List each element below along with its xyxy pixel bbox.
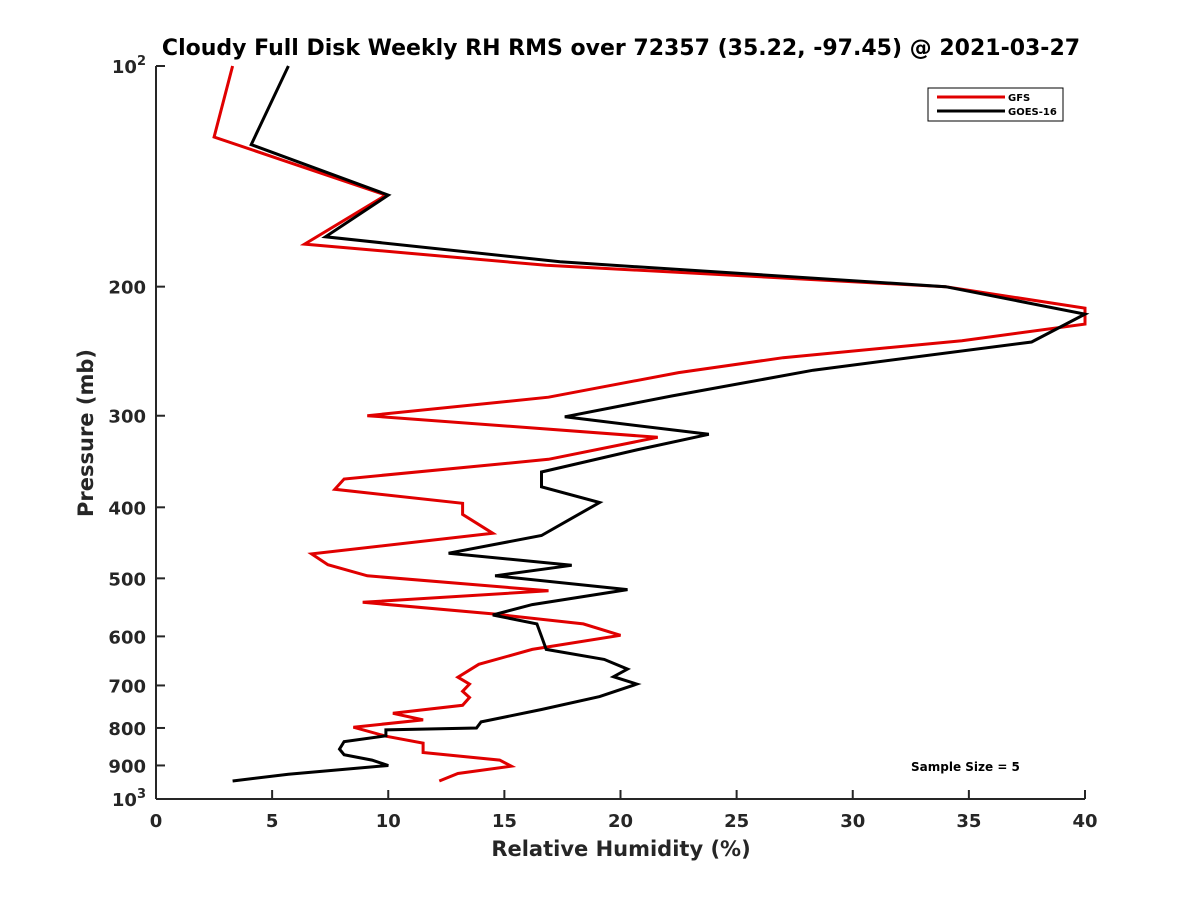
sample-size-note: Sample Size = 5	[911, 760, 1020, 774]
x-axis-label: Relative Humidity (%)	[491, 837, 750, 861]
series-line-goes-16	[232, 65, 1090, 783]
y-tick-label: 103	[112, 787, 146, 811]
y-tick-label: 102	[112, 54, 146, 78]
legend-label-gfs: GFS	[1008, 93, 1030, 104]
y-axis-label: Pressure (mb)	[74, 349, 98, 517]
chart-title: Cloudy Full Disk Weekly RH RMS over 7235…	[162, 36, 1080, 61]
y-tick-label: 400	[108, 498, 146, 519]
x-tick-label: 10	[376, 811, 401, 832]
x-tick-label: 35	[956, 811, 981, 832]
x-tick-label: 20	[608, 811, 633, 832]
y-axis: 102 200 300 400 500 600 700 800 900 103	[108, 54, 165, 811]
y-tick-label: 800	[108, 719, 146, 740]
legend-label-goes16: GOES-16	[1008, 107, 1057, 118]
y-tick-label: 700	[108, 676, 146, 697]
y-tick-label: 300	[108, 407, 146, 428]
plot-area	[212, 65, 1090, 783]
x-tick-label: 0	[150, 811, 163, 832]
x-tick-label: 40	[1072, 811, 1097, 832]
x-axis: 0 5 10 15 20 25 30 35 40	[150, 790, 1098, 832]
series-line-gfs	[212, 65, 1087, 783]
y-tick-label: 600	[108, 627, 146, 648]
x-tick-label: 25	[724, 811, 749, 832]
x-tick-label: 30	[840, 811, 865, 832]
legend-box	[927, 87, 1064, 122]
x-tick-label: 5	[266, 811, 279, 832]
y-tick-label: 500	[108, 569, 146, 590]
legend: GFS GOES-16	[927, 87, 1064, 122]
y-tick-label: 200	[108, 278, 146, 299]
y-tick-label: 900	[108, 756, 146, 777]
x-tick-label: 15	[492, 811, 517, 832]
